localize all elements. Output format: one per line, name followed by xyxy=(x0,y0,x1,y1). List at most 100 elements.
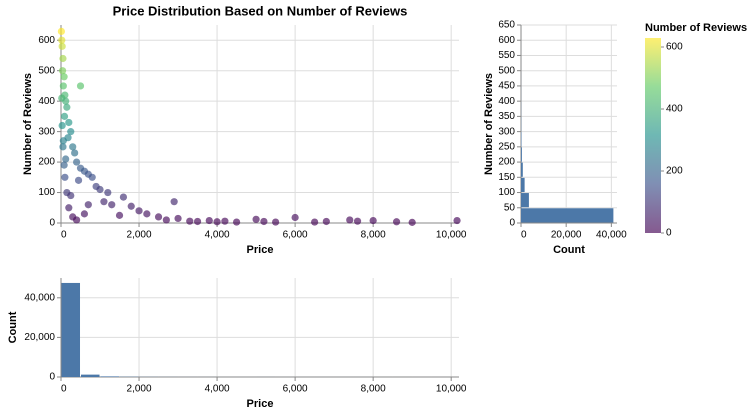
chart-title: Price Distribution Based on Number of Re… xyxy=(113,3,408,18)
y-tick-label: 600 xyxy=(38,35,55,46)
point xyxy=(143,210,151,218)
point xyxy=(65,118,73,127)
point xyxy=(60,112,69,120)
x-tick-label: 0 xyxy=(61,230,67,241)
x-tick-label: 2,000 xyxy=(127,384,152,395)
x-tick-label: 8,000 xyxy=(361,384,386,395)
x-tick-label: 0 xyxy=(521,230,527,241)
point xyxy=(193,217,202,226)
x-tick-label: 40,000 xyxy=(596,230,627,241)
y-tick-label: 650 xyxy=(498,20,515,31)
bar xyxy=(521,162,523,177)
point xyxy=(59,137,67,145)
y-tick-label: 550 xyxy=(498,50,515,61)
y-tick-label: 300 xyxy=(38,126,55,137)
x-tick-label: 6,000 xyxy=(283,384,308,395)
y-tick-label: 500 xyxy=(498,65,515,76)
y-tick-label: 350 xyxy=(498,111,515,122)
point xyxy=(115,211,124,219)
point xyxy=(170,198,178,206)
point xyxy=(186,217,194,225)
y-tick-label: 200 xyxy=(498,157,515,168)
bar xyxy=(61,282,81,377)
point xyxy=(60,73,68,81)
point xyxy=(59,143,67,151)
y-tick-label: 150 xyxy=(498,172,515,183)
y-tick-label: 0 xyxy=(509,218,515,229)
x-tick-label: 8,000 xyxy=(361,230,386,241)
point xyxy=(59,54,67,63)
x-tick-label: 20,000 xyxy=(551,230,582,241)
point xyxy=(58,121,66,130)
point xyxy=(73,158,81,166)
y-tick-label: 300 xyxy=(498,126,515,137)
point xyxy=(73,216,81,224)
point xyxy=(174,214,182,223)
y-tick-label: 200 xyxy=(38,157,55,168)
point xyxy=(67,128,75,136)
y-axis-title: Number of Reviews xyxy=(22,73,34,175)
legend-label: 600 xyxy=(666,42,683,53)
y-tick-label: 400 xyxy=(38,96,55,107)
point xyxy=(58,67,67,75)
y-tick-label: 500 xyxy=(38,65,55,76)
bar xyxy=(521,147,522,162)
x-tick-label: 10,000 xyxy=(436,384,467,395)
point xyxy=(221,217,229,225)
legend-label: 0 xyxy=(666,228,672,239)
x-axis-title: Count xyxy=(553,244,585,256)
point xyxy=(392,218,401,226)
point xyxy=(60,161,68,169)
x-tick-label: 10,000 xyxy=(436,230,467,241)
bar xyxy=(521,193,529,208)
point xyxy=(232,218,241,226)
y-axis-title: Number of Reviews xyxy=(483,73,495,175)
point xyxy=(58,94,66,102)
x-tick-label: 4,000 xyxy=(205,384,230,395)
point xyxy=(291,213,299,222)
point xyxy=(154,213,163,221)
point xyxy=(58,42,66,50)
points xyxy=(57,27,461,226)
point xyxy=(65,204,73,212)
y-tick-label: 100 xyxy=(38,187,55,198)
point xyxy=(71,149,79,157)
point xyxy=(84,201,92,209)
point xyxy=(346,216,354,224)
point xyxy=(311,218,319,226)
point xyxy=(61,173,69,181)
point xyxy=(127,202,135,210)
point xyxy=(57,27,65,35)
y-tick-label: 100 xyxy=(498,187,515,198)
point xyxy=(252,215,260,223)
point xyxy=(59,82,67,90)
x-tick-label: 0 xyxy=(61,384,67,395)
point xyxy=(100,198,108,206)
x-tick-label: 2,000 xyxy=(127,230,152,241)
point xyxy=(88,173,96,181)
point xyxy=(408,218,416,226)
bar xyxy=(521,208,614,223)
point xyxy=(63,103,71,111)
point xyxy=(108,201,116,209)
point xyxy=(322,217,330,226)
point xyxy=(213,218,221,226)
point xyxy=(162,216,170,224)
x-axis-title: Price xyxy=(247,398,274,410)
point xyxy=(104,188,112,197)
point xyxy=(260,217,268,226)
point xyxy=(67,191,75,200)
point xyxy=(96,185,104,194)
point xyxy=(205,216,213,225)
x-axis-title: Price xyxy=(247,244,274,256)
point xyxy=(74,176,83,184)
point xyxy=(135,207,143,215)
point xyxy=(119,193,128,201)
point xyxy=(272,218,280,226)
y-tick-label: 0 xyxy=(49,372,55,383)
bar xyxy=(81,374,100,377)
y-tick-label: 20,000 xyxy=(24,332,55,343)
point xyxy=(62,155,70,163)
y-tick-label: 50 xyxy=(504,202,516,213)
